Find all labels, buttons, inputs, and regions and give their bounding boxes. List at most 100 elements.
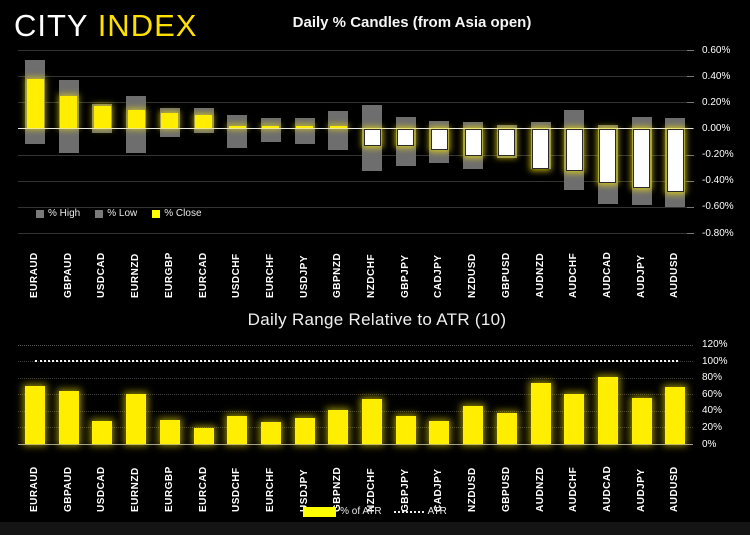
close-swatch-icon [152,209,161,218]
low-bar-GBPNZD [328,129,349,151]
y-tick-label: 0.40% [702,70,731,82]
y-tick-label: 60% [702,388,723,400]
close-bar-AUDJPY [633,129,651,189]
atr-dotted-line-icon [393,510,424,513]
x-axis-label-AUDCAD: AUDCAD [601,465,613,512]
low-bar-USDJPY [294,129,315,144]
high-bar-AUDCAD [597,124,618,129]
x-axis-label-NZDCHF: NZDCHF [366,253,377,298]
x-axis-label-AUDCAD: AUDCAD [601,251,613,298]
close-bar-AUDNZD [532,129,549,169]
axis-tickmark [687,102,694,104]
axis-tickmark [687,233,694,234]
close-bar-USDCAD [93,106,111,129]
x-axis-label-EURNZD: EURNZD [130,467,142,512]
atr-bar-AUDCAD [597,376,618,444]
y-tick-label: -0.40% [702,175,734,187]
x-axis-label-USDCAD: USDCAD [96,466,108,512]
close-bar-AUDCHF [565,129,583,172]
y-tick-label: 0.20% [702,96,731,108]
x-axis-label-NZDUSD: NZDUSD [467,253,479,298]
y-tick-label: -0.80% [702,227,734,239]
x-axis-label-USDJPY: USDJPY [298,468,310,512]
x-axis-label-USDJPY: USDJPY [298,254,310,298]
high-bar-USDJPY [294,117,315,129]
high-bar-AUDNZD [530,121,551,129]
y-tick-label: 40% [702,405,723,417]
close-bar-EURNZD [127,110,145,129]
gridline [18,344,693,346]
close-bar-NZDCHF [363,129,381,147]
x-axis-label-USDCAD: USDCAD [96,252,108,298]
high-swatch-icon [36,209,44,218]
atr-bar-AUDJPY [631,398,652,444]
atr-bar-NZDCHF [362,399,382,444]
low-bar-EURCAD [193,129,214,134]
close-bar-USDJPY [296,126,314,129]
x-axis-label-GBPNZD: GBPNZD [332,252,344,298]
close-bar-CADJPY [430,129,448,151]
high-bar-CADJPY [429,120,450,129]
axis-tickmark [687,50,694,51]
x-axis-label-AUDUSD: AUDUSD [669,466,681,512]
close-bar-EURAUD [26,78,44,129]
y-tick-label: 20% [702,421,723,433]
x-axis-label-GBPUSD: GBPUSD [500,252,512,298]
low-swatch-icon [95,209,104,218]
close-bar-GBPJPY [397,129,415,147]
gridline [18,233,693,234]
candles-chart-title: Daily % Candles (from Asia open) [292,14,532,31]
atr-bar-GBPNZD [328,410,349,444]
x-axis-label-AUDNZD: AUDNZD [534,466,546,512]
x-axis-label-EURCHF: EURCHF [264,253,276,298]
atr-bar-GBPUSD [496,412,517,444]
atr-reference-line [35,360,678,363]
close-bar-EURGBP [161,112,179,129]
atr-bar-AUDNZD [530,382,551,444]
x-axis-label-EURCAD: EURCAD [197,466,209,512]
x-axis-label-GBPUSD: GBPUSD [500,466,512,512]
x-axis-label-CADJPY: CADJPY [433,468,445,512]
city-index-logo: CITY INDEX [14,8,197,44]
atr-bar-AUDCHF [564,393,585,444]
atr-legend: % of ATR ATR [0,506,750,517]
x-axis-label-AUDJPY: AUDJPY [635,254,647,298]
high-bar-AUDJPY [631,116,652,129]
close-bar-USDCHF [228,125,246,129]
atr-bar-EURCAD [193,428,214,444]
legend-item-pct-atr: % of ATR [303,506,382,517]
y-tick-label: -0.60% [702,201,734,213]
x-axis-label-GBPJPY: GBPJPY [399,254,411,298]
legend-item-high: % High [36,208,80,219]
gridline [18,427,693,429]
axis-tickmark [687,76,694,78]
close-bar-AUDCAD [599,129,617,183]
gridline [18,206,693,208]
high-bar-GBPNZD [328,111,349,129]
x-axis-label-EURNZD: EURNZD [130,253,142,298]
close-bar-GBPUSD [498,129,516,156]
low-bar-EURCHF [260,129,281,143]
x-axis-label-USDCHF: USDCHF [231,253,243,298]
high-bar-NZDUSD [463,121,484,129]
atr-bar-USDCHF [227,415,248,444]
y-tick-label: 80% [702,372,723,384]
gridline [18,180,693,182]
atr-bar-GBPJPY [395,415,416,444]
y-tick-label: 0.60% [702,44,731,56]
atr-bar-EURAUD [25,386,45,444]
atr-bar-EURCHF [260,421,281,444]
y-tick-label: 120% [702,339,728,351]
x-axis-label-AUDCHF: AUDCHF [568,466,580,512]
x-axis-label-AUDCHF: AUDCHF [568,252,580,298]
legend-label-pct-atr: % of ATR [340,506,382,517]
x-axis-label-EURCAD: EURCAD [197,252,209,298]
gridline [18,377,693,379]
legend-label-atr: ATR [427,506,447,517]
high-bar-GBPUSD [496,124,517,129]
x-axis-label-USDCHF: USDCHF [231,467,243,512]
x-axis-label-EURCHF: EURCHF [264,467,276,512]
atr-bar-CADJPY [429,420,450,444]
candles-legend: % High % Low % Close [36,208,202,219]
